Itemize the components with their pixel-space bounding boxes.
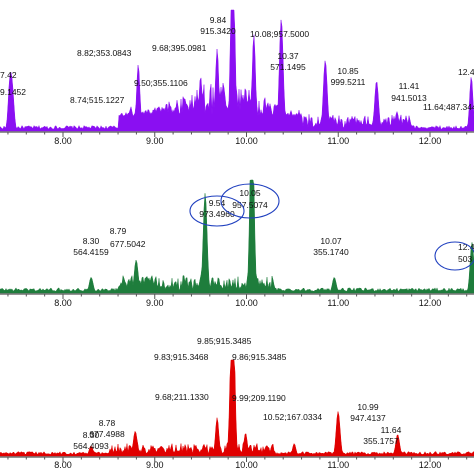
peak-label: 564.4159 bbox=[73, 247, 109, 257]
x-tick-label: 12.00 bbox=[419, 136, 442, 146]
chromatogram-trace-1 bbox=[0, 9, 474, 132]
peak-label: 8.74;515.1227 bbox=[70, 95, 125, 105]
x-tick-label: 9.00 bbox=[146, 460, 164, 470]
x-tick-label: 12.00 bbox=[419, 460, 442, 470]
peak-label: 973.4960 bbox=[199, 209, 235, 219]
peak-label: 9.68;211.1330 bbox=[155, 392, 209, 402]
peak-label: 11.41 bbox=[399, 81, 420, 91]
peak-label: 9.68;395.0981 bbox=[152, 43, 207, 53]
peak-label: 11.64 bbox=[381, 425, 402, 435]
x-tick-label: 11.00 bbox=[327, 298, 349, 308]
x-tick-label: 10.00 bbox=[235, 298, 258, 308]
peak-label: 9.84 bbox=[210, 15, 227, 25]
peak-label: 9.1452 bbox=[0, 87, 26, 97]
peak-label: 10.05 bbox=[239, 188, 261, 198]
peak-highlight-ellipse bbox=[434, 241, 474, 271]
peak-label: 957.5074 bbox=[232, 200, 268, 210]
x-tick-label: 9.00 bbox=[146, 136, 164, 146]
peak-highlight-ellipse bbox=[189, 195, 245, 227]
chromatogram-trace-3 bbox=[0, 359, 474, 457]
peak-highlight-ellipse bbox=[220, 183, 280, 219]
peak-label: 11.64;487.3447 bbox=[423, 102, 474, 112]
peak-label: 8.30 bbox=[83, 430, 100, 440]
x-tick-label: 10.00 bbox=[235, 460, 258, 470]
x-tick-label: 11.00 bbox=[327, 460, 349, 470]
peak-label: 915.3420 bbox=[200, 26, 236, 36]
peak-label: 12.4 bbox=[458, 67, 474, 77]
chromatogram-trace-2 bbox=[0, 179, 474, 294]
peak-label: 677.4988 bbox=[89, 429, 125, 439]
peak-label: 503.3 bbox=[458, 254, 474, 264]
peak-label: 9.86;915.3485 bbox=[232, 352, 287, 362]
peak-label: 8.30 bbox=[83, 236, 100, 246]
peak-label: 947.4137 bbox=[350, 413, 386, 423]
chromatogram-panel-1: 8.00 9.00 10.00 11.00 12.00 7.42 9.1452 8.74;51… bbox=[0, 9, 474, 146]
peak-label: 10.85 bbox=[337, 66, 359, 76]
peak-label: 9.50;355.1106 bbox=[134, 78, 188, 88]
x-tick-label: 8.00 bbox=[54, 460, 72, 470]
peak-label: 9.99;209.1190 bbox=[232, 393, 286, 403]
x-tick-label: 8.00 bbox=[54, 136, 72, 146]
peak-label: 564.4093 bbox=[73, 441, 109, 451]
peak-label: 9.83;915.3468 bbox=[154, 352, 209, 362]
x-tick-label: 10.00 bbox=[235, 136, 258, 146]
peak-label: 10.52;167.0334 bbox=[263, 412, 322, 422]
peak-label: 10.07 bbox=[320, 236, 342, 246]
peak-label: 12.4 bbox=[458, 242, 474, 252]
x-tick-label: 8.00 bbox=[54, 298, 72, 308]
x-tick-label: 12.00 bbox=[419, 298, 442, 308]
peak-label: 941.5013 bbox=[391, 93, 427, 103]
peak-label: 355.1757 bbox=[363, 436, 399, 446]
peak-label: 10.08;957.5000 bbox=[250, 29, 309, 39]
peak-label: 8.78 bbox=[99, 418, 116, 428]
peak-label: 7.42 bbox=[0, 70, 17, 80]
peak-label: 8.82;353.0843 bbox=[77, 48, 132, 58]
peak-label: 999.5211 bbox=[331, 77, 366, 87]
peak-label: 9.85;915.3485 bbox=[197, 336, 252, 346]
x-tick-label: 11.00 bbox=[327, 136, 349, 146]
peak-label: 571.1495 bbox=[270, 62, 306, 72]
peak-label: 677.5042 bbox=[110, 239, 146, 249]
peak-label: 10.99 bbox=[357, 402, 379, 412]
x-tick-label: 9.00 bbox=[146, 298, 164, 308]
peak-label: 8.79 bbox=[110, 226, 127, 236]
peak-label: 10.37 bbox=[277, 51, 299, 61]
peak-label: 355.1740 bbox=[313, 247, 349, 257]
peak-label: 9.54 bbox=[209, 198, 226, 208]
